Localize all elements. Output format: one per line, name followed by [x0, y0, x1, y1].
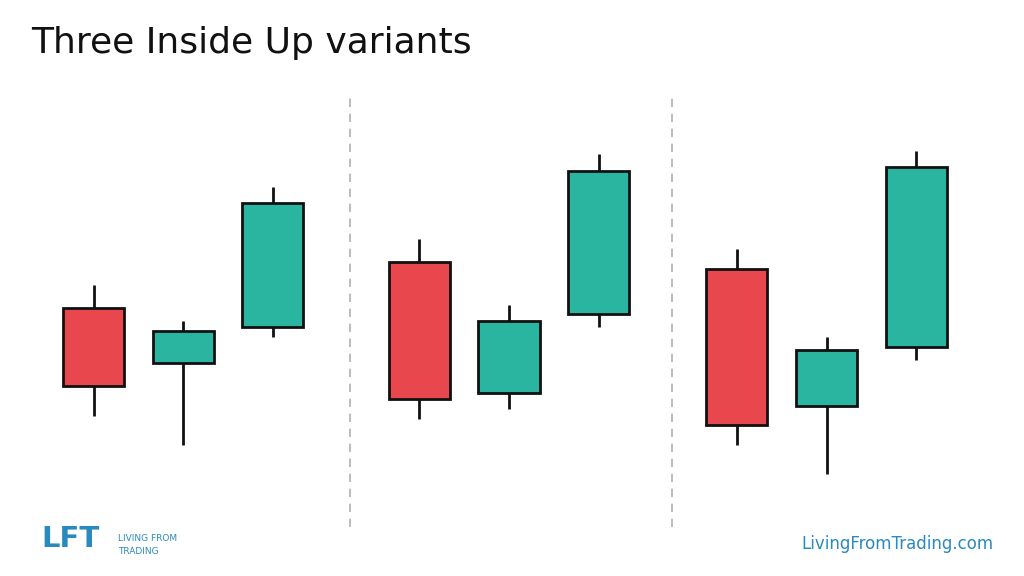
Bar: [478, 321, 540, 393]
Bar: [153, 331, 214, 363]
Bar: [796, 350, 857, 406]
Bar: [568, 170, 629, 314]
Bar: [389, 262, 450, 399]
Text: Three Inside Up variants: Three Inside Up variants: [31, 26, 471, 60]
Text: LIVING FROM
TRADING: LIVING FROM TRADING: [118, 535, 177, 556]
Bar: [63, 308, 124, 386]
Bar: [886, 167, 946, 347]
Text: LFT: LFT: [41, 525, 99, 553]
Bar: [707, 268, 767, 426]
Bar: [243, 203, 303, 327]
Text: LivingFromTrading.com: LivingFromTrading.com: [801, 535, 993, 553]
